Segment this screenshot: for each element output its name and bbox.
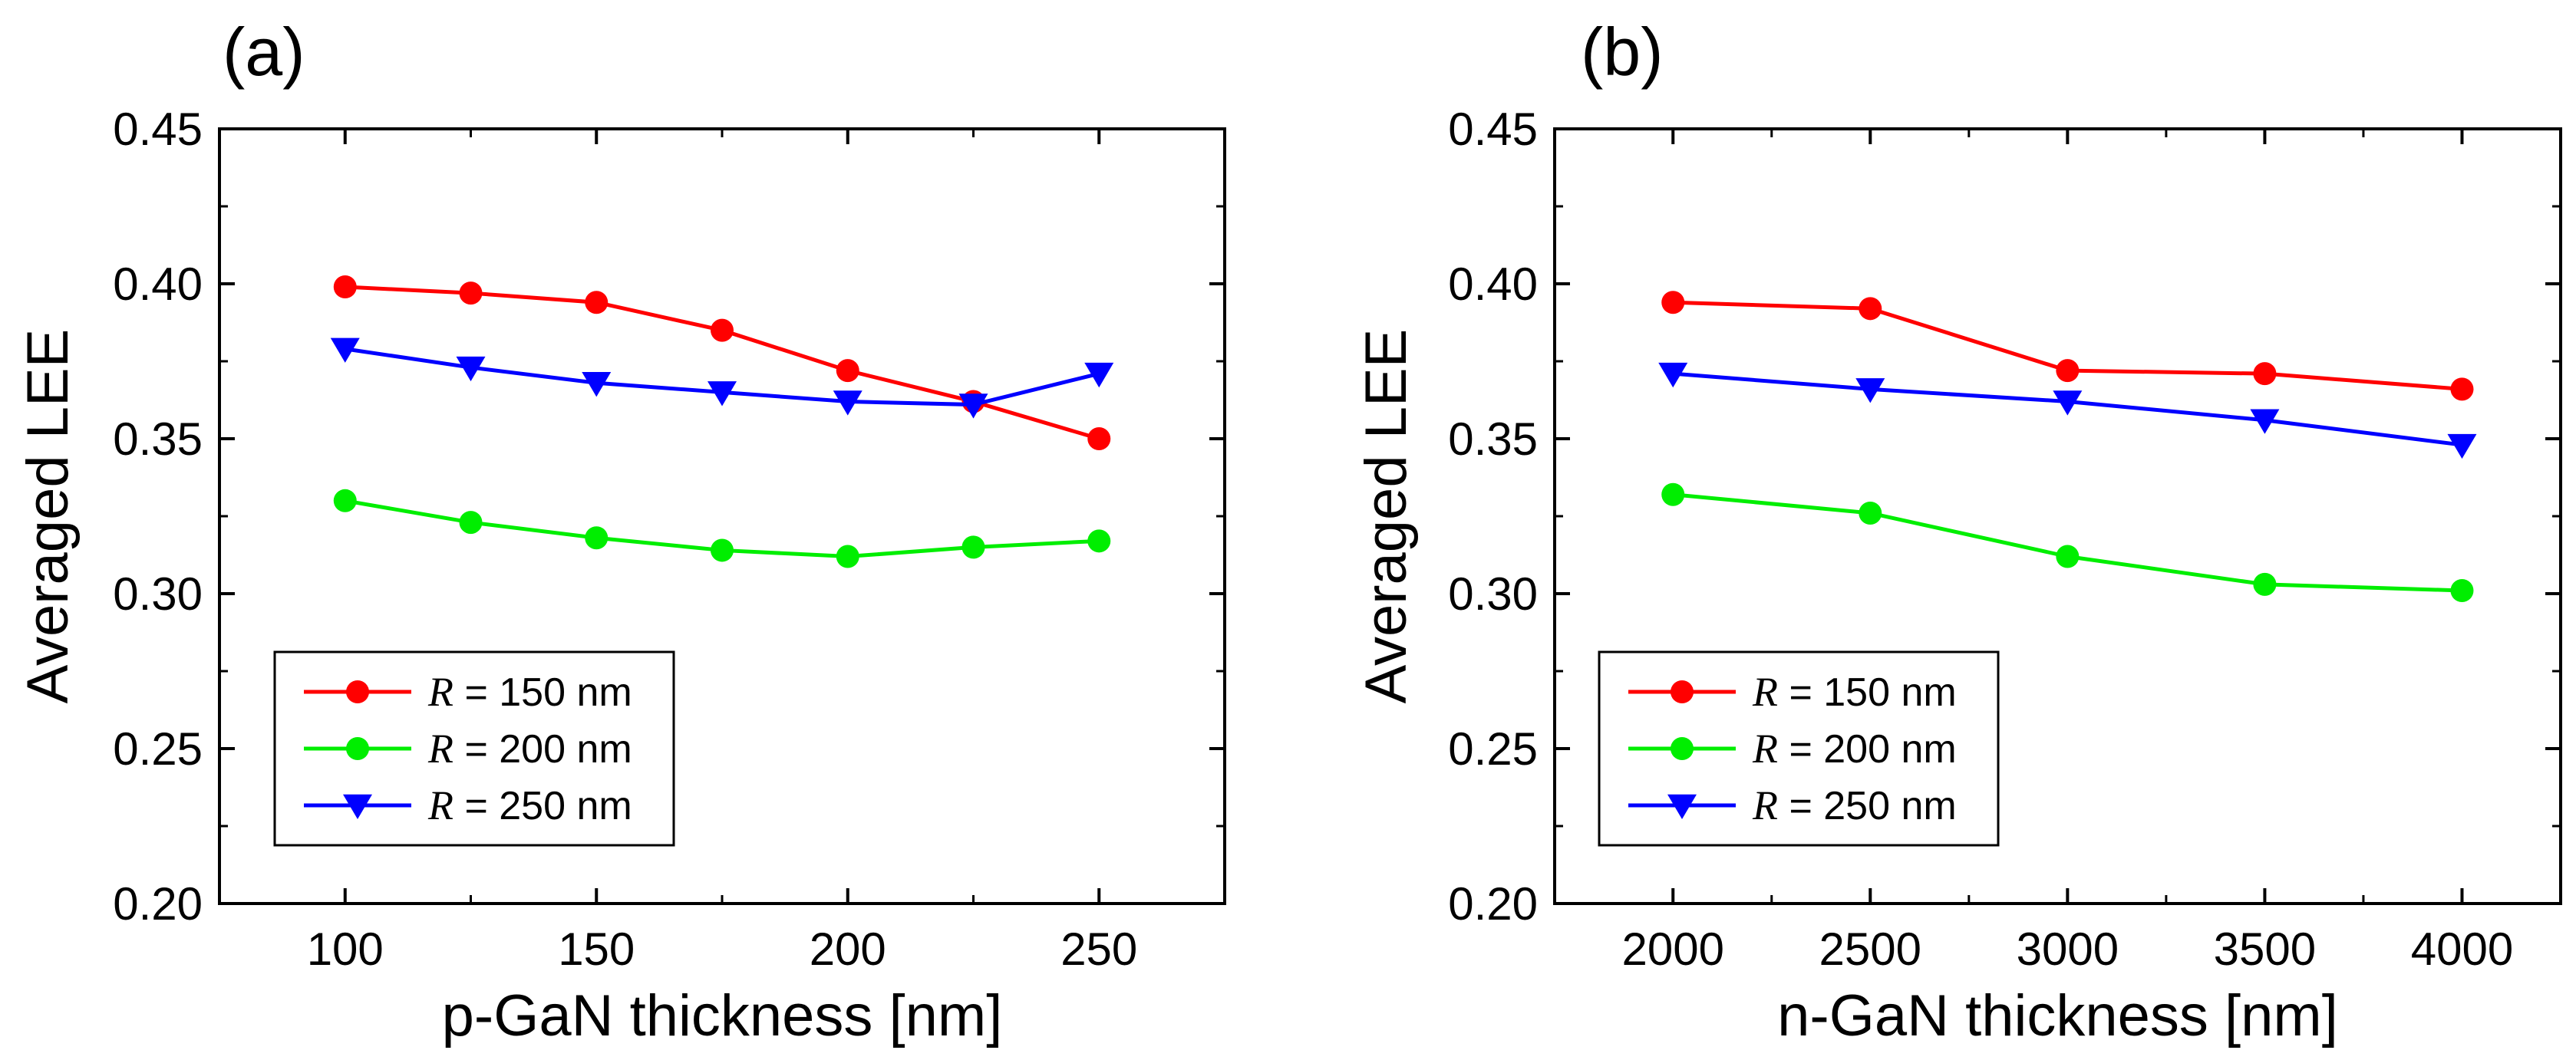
x-tick-label: 200 — [810, 923, 886, 975]
data-point — [456, 356, 486, 382]
data-point — [2450, 377, 2474, 401]
data-point — [961, 535, 985, 559]
data-point — [330, 337, 360, 363]
series-2 — [1661, 482, 2474, 602]
x-tick-label: 3000 — [2017, 923, 2119, 975]
legend-label: R = 250 nm — [1752, 782, 1957, 828]
data-point — [459, 281, 483, 305]
legend-marker — [1671, 737, 1694, 760]
y-tick-label: 0.40 — [113, 258, 203, 310]
y-tick-label: 0.45 — [113, 104, 203, 155]
y-tick-label: 0.20 — [113, 878, 203, 930]
y-tick-label: 0.40 — [1448, 258, 1538, 310]
x-tick-label: 150 — [558, 923, 635, 975]
data-point — [2450, 578, 2474, 602]
x-tick-label: 4000 — [2411, 923, 2513, 975]
legend-marker — [1667, 794, 1697, 820]
series-1 — [1661, 291, 2474, 401]
legend-value: = 150 nm — [1778, 670, 1957, 715]
chart-panel-b: (b) 0.20 0.25 0.30 0.35 0.40 0.45 2000 2500 3000 3… — [1354, 14, 2562, 1048]
data-point — [1859, 297, 1882, 321]
legend-variable: R — [427, 726, 454, 772]
y-tick-label: 0.35 — [1448, 413, 1538, 465]
data-point — [1087, 529, 1111, 553]
y-tick-label: 0.45 — [1448, 104, 1538, 155]
x-axis-title: p-GaN thickness [nm] — [442, 983, 1003, 1048]
series-3 — [1658, 362, 2477, 459]
data-point — [711, 318, 734, 342]
data-point — [833, 390, 863, 416]
series-line — [345, 285, 1100, 441]
data-point — [2250, 409, 2280, 434]
data-point — [1084, 362, 1114, 388]
legend-marker — [346, 680, 369, 703]
x-tick-label: 100 — [307, 923, 384, 975]
data-point — [1658, 362, 1688, 388]
data-point — [333, 275, 357, 299]
legend-variable: R — [427, 782, 454, 828]
series-2 — [333, 489, 1111, 568]
x-tick-label: 250 — [1060, 923, 1137, 975]
legend: R = 150 nmR = 200 nmR = 250 nm — [1598, 650, 2000, 847]
y-axis-title: Averaged LEE — [15, 329, 81, 704]
panel-label: (b) — [1581, 14, 1664, 90]
y-tick-label: 0.25 — [113, 723, 203, 775]
data-point — [1661, 291, 1685, 314]
x-tick-label: 3500 — [2214, 923, 2316, 975]
legend-marker — [343, 794, 372, 820]
legend-value: = 250 nm — [454, 784, 632, 828]
data-point — [585, 526, 609, 550]
data-point — [2056, 359, 2080, 383]
legend-value: = 200 nm — [454, 727, 632, 772]
series-line — [1673, 492, 2462, 593]
x-tick-label: 2000 — [1621, 923, 1723, 975]
legend: R = 150 nmR = 200 nmR = 250 nm — [273, 650, 675, 847]
data-point — [2253, 362, 2277, 386]
data-point — [2253, 572, 2277, 596]
legend-variable: R — [1752, 726, 1778, 772]
chart-panel-a: (a) 0.20 0.25 0.30 0.35 0.40 0.45 100 150 200 250 p… — [15, 14, 1226, 1048]
data-point — [707, 381, 737, 407]
data-point — [1087, 427, 1111, 450]
x-tick-label: 2500 — [1819, 923, 1921, 975]
panel-label: (a) — [223, 14, 305, 90]
data-point — [836, 359, 859, 383]
legend-marker — [346, 737, 369, 760]
data-point — [1859, 501, 1882, 525]
legend-variable: R — [1752, 669, 1778, 715]
legend-label: R = 150 nm — [427, 669, 632, 715]
data-point — [582, 372, 612, 397]
series-3 — [330, 337, 1114, 419]
legend-label: R = 250 nm — [427, 782, 632, 828]
y-tick-label: 0.35 — [113, 413, 203, 465]
data-point — [333, 489, 357, 512]
data-point — [2056, 545, 2080, 568]
x-axis-title: n-GaN thickness [nm] — [1777, 983, 2338, 1048]
y-tick-label: 0.30 — [1448, 568, 1538, 620]
data-point — [2053, 390, 2083, 416]
legend-value: = 150 nm — [454, 670, 632, 715]
data-point — [836, 545, 859, 568]
data-point — [711, 538, 734, 562]
legend-marker — [1671, 680, 1694, 703]
legend-value: = 250 nm — [1778, 784, 1957, 828]
y-tick-label: 0.25 — [1448, 723, 1538, 775]
data-point — [2447, 433, 2477, 459]
legend-variable: R — [427, 669, 454, 715]
y-tick-label: 0.30 — [113, 568, 203, 620]
data-point — [958, 393, 988, 419]
legend-value: = 200 nm — [1778, 727, 1957, 772]
legend-label: R = 200 nm — [427, 726, 632, 772]
y-axis-title: Averaged LEE — [1354, 329, 1419, 704]
data-point — [1661, 482, 1685, 506]
legend-variable: R — [1752, 782, 1778, 828]
legend-label: R = 150 nm — [1752, 669, 1957, 715]
data-point — [459, 511, 483, 535]
data-point — [585, 291, 609, 314]
legend-label: R = 200 nm — [1752, 726, 1957, 772]
y-tick-label: 0.20 — [1448, 878, 1538, 930]
data-point — [1855, 378, 1885, 403]
